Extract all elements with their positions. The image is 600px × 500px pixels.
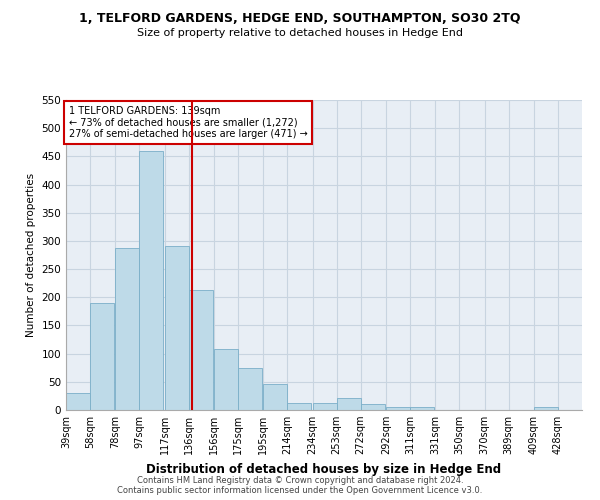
Text: Contains HM Land Registry data © Crown copyright and database right 2024.: Contains HM Land Registry data © Crown c… (137, 476, 463, 485)
Bar (66, 393, 90, 410)
Bar (263, 384, 287, 410)
X-axis label: Distribution of detached houses by size in Hedge End: Distribution of detached houses by size … (146, 462, 502, 475)
Text: 1, TELFORD GARDENS, HEDGE END, SOUTHAMPTON, SO30 2TQ: 1, TELFORD GARDENS, HEDGE END, SOUTHAMPT… (79, 12, 521, 26)
Bar (238, 368, 262, 410)
Bar (164, 246, 188, 410)
Bar (287, 402, 311, 410)
Text: 1 TELFORD GARDENS: 139sqm
← 73% of detached houses are smaller (1,272)
27% of se: 1 TELFORD GARDENS: 139sqm ← 73% of detac… (68, 106, 307, 139)
Bar (534, 407, 558, 410)
Text: Contains public sector information licensed under the Open Government Licence v3: Contains public sector information licen… (118, 486, 482, 495)
Y-axis label: Number of detached properties: Number of detached properties (26, 173, 36, 337)
Bar (139, 150, 163, 410)
Bar (90, 303, 114, 410)
Bar (115, 248, 139, 410)
Text: Size of property relative to detached houses in Hedge End: Size of property relative to detached ho… (137, 28, 463, 38)
Bar (214, 348, 238, 410)
Bar (188, 290, 213, 410)
Bar (313, 402, 337, 410)
Bar (386, 407, 410, 410)
Bar (337, 398, 361, 410)
Bar (361, 404, 385, 410)
Bar (410, 406, 434, 410)
